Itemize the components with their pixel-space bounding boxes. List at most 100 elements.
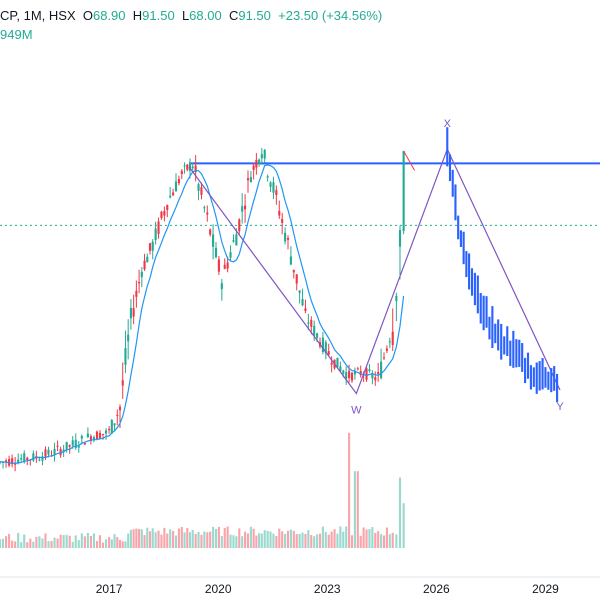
candle-body [371,374,374,379]
candle-body [206,212,209,215]
candle-body [278,210,281,216]
candle-body [148,243,152,251]
candle-body [292,269,295,273]
volume-bar [110,539,113,548]
candle-body [263,149,266,159]
volume-bar [281,531,284,548]
candle-body [101,433,105,435]
candle-body [197,184,200,191]
volume-bar [1,538,5,548]
candle-body [266,176,269,178]
candle-body [348,370,351,379]
candle-body [121,380,124,386]
volume-bar [255,535,258,548]
candle-body [398,230,402,247]
volume-bar [395,534,398,548]
volume-bar [263,530,266,548]
volume-bar [246,533,250,548]
candle-body [89,436,92,442]
volume-bar [310,535,313,548]
candle-body [223,264,226,269]
volume-bar [241,536,244,548]
volume-bar [56,538,59,548]
volume-bar [209,531,212,548]
candle-body [353,371,356,375]
candle-body [127,334,130,342]
candle-body [217,259,220,272]
candle-body [44,449,47,457]
candle-body [62,449,65,452]
projection-bar [521,343,524,372]
volume-bar [138,528,141,548]
candle-body [310,319,313,327]
volume-bar [275,536,278,548]
volume-bar [336,533,339,548]
volume-bar [289,529,292,548]
candle-body [203,207,206,209]
projection-bar [506,326,509,357]
volume-bar [105,539,108,548]
pattern-point-label: Y [556,401,564,413]
volume-bar [272,533,275,548]
volume-bar [101,542,105,548]
volume-bar [180,527,183,548]
projection-bar [468,253,471,290]
volume-bar [143,535,146,548]
volume-bar [121,541,124,548]
volume-bar [380,534,383,548]
candle-body [345,372,348,380]
candle-body [108,428,111,431]
candle-body [356,368,359,370]
projection-bar [550,368,553,393]
candle-body [194,165,197,173]
candle-body [17,459,20,464]
candle-body [235,234,238,246]
projection-bar [544,367,547,388]
volume-bar [154,532,157,548]
volume-bar [174,535,178,548]
projection-bar [556,373,559,403]
volume-value: 949M [0,27,33,42]
volume-bar [50,540,53,548]
projection-bar [529,365,532,390]
candle-body [53,448,56,455]
projection-bar [547,371,550,390]
projection-bar [494,323,497,344]
candle-body [169,195,172,198]
volume-legend: 949M [0,27,33,42]
volume-bar [47,541,50,548]
volume-bar [301,532,304,548]
candle-body [77,446,80,448]
x-tick-label: 2029 [532,582,559,596]
projection-bar [488,316,491,340]
volume-bar [391,532,394,548]
candle-body [339,366,342,372]
candle-body [160,211,163,218]
candle-body [124,348,127,365]
volume-bar [194,533,197,548]
candle-body [38,459,41,461]
candle-body [32,453,35,461]
candle-body [212,234,215,247]
projection-bar [509,340,512,366]
price-legend: CP, 1M, HSX O68.90 H91.50 L68.00 C91.50 … [0,8,382,23]
projection-bar [518,339,521,367]
volume-bar [266,530,269,548]
volume-bar [135,528,138,548]
candle-body [26,457,29,461]
volume-bar [365,529,368,548]
volume-bar [348,432,351,548]
projection-bar [553,366,556,391]
candle-body [83,443,86,445]
pattern-point-label: W [351,405,362,417]
volume-bar [41,538,44,548]
high-value: 91.50 [142,8,175,23]
volume-bar [20,542,23,548]
volume-bar [269,531,272,548]
candle-body [342,370,345,374]
candle-body [92,437,95,441]
candle-body [388,341,391,343]
candle-body [41,456,44,461]
candle-body [272,182,275,193]
